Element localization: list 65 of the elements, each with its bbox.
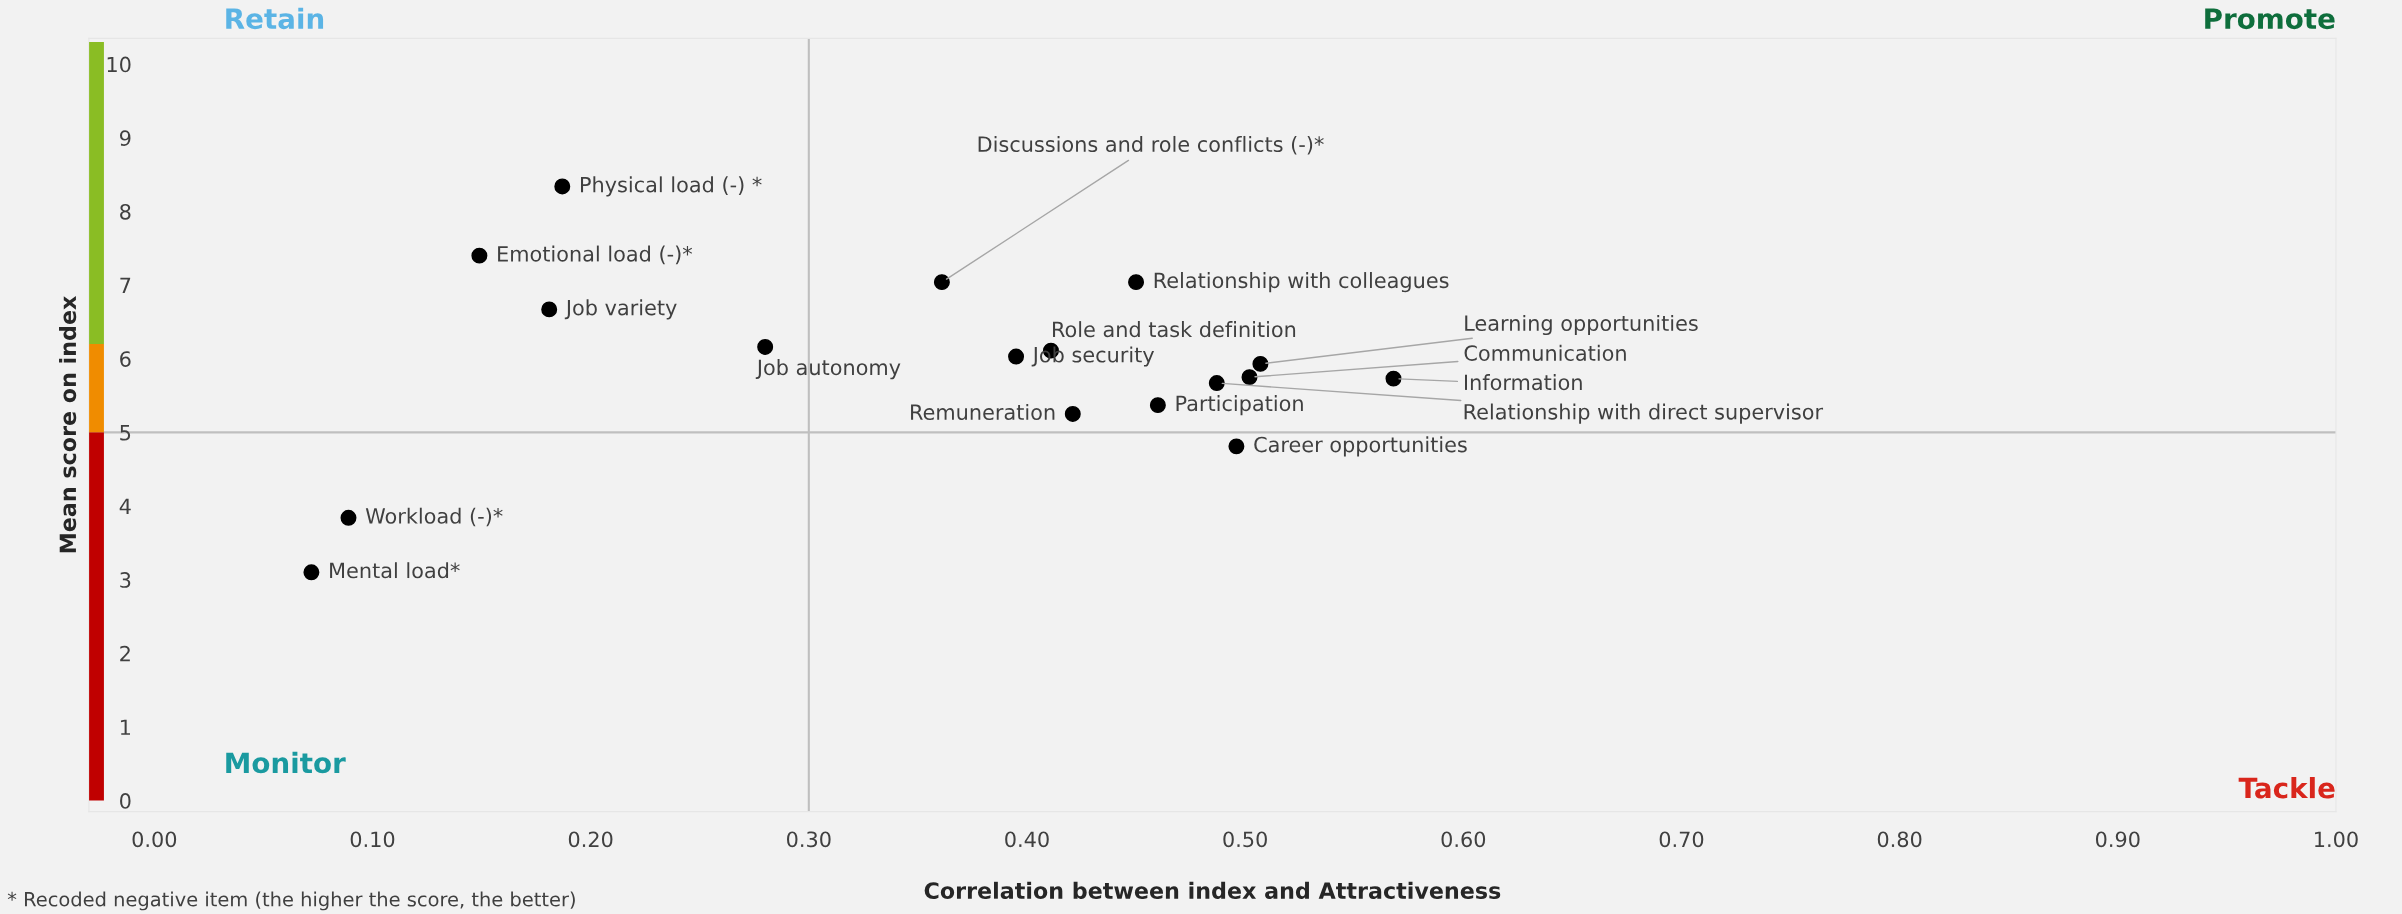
annotation: Career opportunities — [1254, 436, 1467, 457]
point — [1008, 348, 1025, 365]
annotation: Physical load (-) * — [581, 176, 762, 197]
x-tick-label: 0.10 — [350, 831, 395, 848]
x-tick-label: 0.50 — [1223, 831, 1267, 848]
point — [541, 301, 558, 318]
annotation: Learning opportunities — [1465, 314, 1698, 336]
point — [1252, 355, 1269, 372]
y-tick-label: 7 — [120, 277, 131, 293]
point — [1208, 375, 1225, 392]
point — [554, 178, 571, 195]
x-tick-label: 0.40 — [1005, 831, 1049, 848]
y-tick-label: 9 — [119, 130, 131, 147]
annotation: Discussions and role conflicts (-)* — [978, 135, 1324, 155]
annotation: Tackle — [2238, 777, 2335, 799]
x-tick-label: 0.30 — [786, 831, 831, 848]
annotation: Role and task definition — [1053, 321, 1296, 338]
point — [303, 564, 320, 581]
text: * Recoded negative item (the higher the score, the better) — [7, 891, 575, 911]
annotation: Workload (-)* — [365, 507, 503, 527]
annotation: Job variety — [564, 299, 677, 320]
point — [933, 274, 950, 291]
point — [757, 338, 774, 355]
x-tick-label: 0.80 — [1877, 831, 1922, 848]
x-tick-label: 0.60 — [1441, 831, 1486, 848]
annotation: Information — [1464, 374, 1582, 391]
bar — [89, 432, 104, 801]
annotation: Participation — [1176, 395, 1303, 416]
annotation: Job autonomy — [755, 359, 901, 380]
point — [1228, 438, 1245, 455]
point — [1128, 274, 1145, 291]
text: Promote — [2205, 8, 2335, 30]
x-axis-title: Correlation between index and Attractiveness — [924, 881, 1501, 899]
y-tick-label: 2 — [120, 645, 130, 662]
point — [340, 509, 357, 526]
y-tick-label: 3 — [120, 572, 131, 588]
annotation: Mental load* — [330, 562, 460, 579]
text: Retain — [226, 7, 324, 30]
annotation: Emotional load (-)* — [498, 245, 693, 265]
y-axis-title: Mean score on index — [59, 295, 77, 553]
point — [1064, 405, 1081, 422]
annotation: Relationship with direct supervisor — [1464, 403, 1824, 424]
y-tick-label: 5 — [120, 425, 131, 441]
y-tick-label: 4 — [119, 498, 131, 514]
x-tick-label: 0.70 — [1659, 831, 1704, 848]
point — [471, 247, 488, 264]
x-tick-label: 0.00 — [132, 831, 177, 848]
annotation: Communication — [1464, 344, 1626, 361]
annotation: Job security — [1031, 346, 1155, 367]
point — [1241, 369, 1258, 386]
point — [1385, 370, 1402, 387]
x-tick-label: 0.20 — [568, 831, 613, 848]
bar — [89, 344, 104, 433]
annotation: Remuneration — [911, 403, 1055, 421]
y-tick-label: 10 — [107, 56, 131, 73]
point — [1149, 397, 1166, 414]
y-tick-label: 6 — [120, 351, 131, 367]
annotation: Monitor — [226, 751, 346, 774]
y-tick-label: 8 — [120, 203, 131, 220]
y-tick-label: 1 — [120, 719, 131, 735]
x-tick-label: 1.00 — [2315, 831, 2358, 848]
annotation: Relationship with colleagues — [1154, 272, 1449, 293]
x-tick-label: 0.90 — [2095, 831, 2140, 848]
y-tick-label: 0 — [120, 793, 131, 809]
bar — [89, 42, 104, 344]
